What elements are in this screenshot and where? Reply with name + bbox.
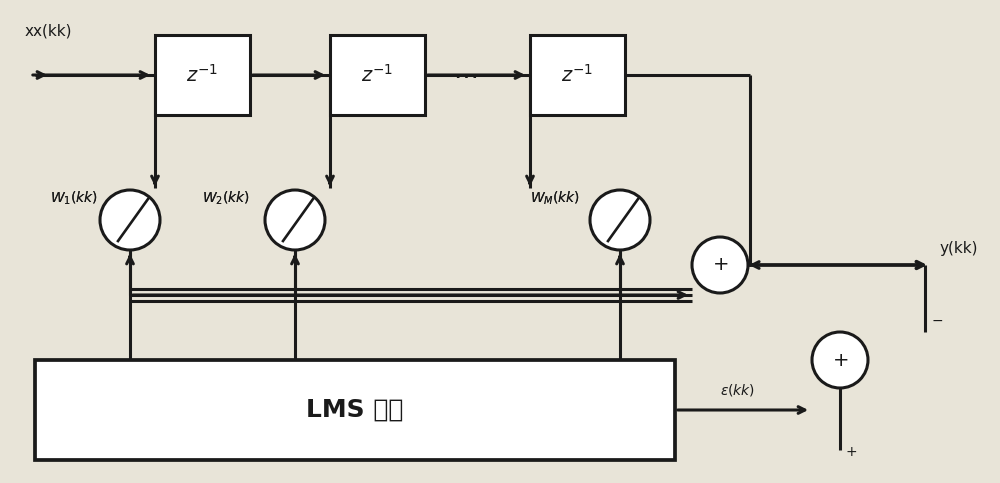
Circle shape: [590, 190, 650, 250]
Text: $W_2(kk)$: $W_2(kk)$: [202, 189, 250, 207]
Circle shape: [692, 237, 748, 293]
Circle shape: [100, 190, 160, 250]
Bar: [35, 360, 675, 460]
Text: $+$: $+$: [845, 445, 857, 459]
Bar: [330, 35, 425, 115]
Text: $W_M(kk)$: $W_M(kk)$: [530, 189, 580, 207]
Text: y(kk): y(kk): [940, 241, 978, 256]
Bar: [155, 35, 250, 115]
Text: $z^{-1}$: $z^{-1}$: [561, 64, 594, 86]
Text: $W_2(kk)$: $W_2(kk)$: [202, 189, 250, 207]
Text: $+$: $+$: [712, 256, 728, 274]
Text: xx(kk): xx(kk): [25, 23, 72, 38]
Text: $W_M(kk)$: $W_M(kk)$: [530, 189, 580, 207]
Text: $W_1(kk)$: $W_1(kk)$: [50, 189, 98, 207]
Text: $z^{-1}$: $z^{-1}$: [361, 64, 394, 86]
Text: LMS 算法: LMS 算法: [306, 398, 404, 422]
Text: $z^{-1}$: $z^{-1}$: [186, 64, 219, 86]
Bar: [530, 35, 625, 115]
Text: $W_1(kk)$: $W_1(kk)$: [50, 189, 98, 207]
Circle shape: [265, 190, 325, 250]
Text: $\cdots$: $\cdots$: [453, 63, 477, 87]
Text: $\varepsilon(kk)$: $\varepsilon(kk)$: [720, 382, 755, 398]
Text: $-$: $-$: [931, 313, 943, 327]
Text: $+$: $+$: [832, 351, 848, 369]
Circle shape: [812, 332, 868, 388]
